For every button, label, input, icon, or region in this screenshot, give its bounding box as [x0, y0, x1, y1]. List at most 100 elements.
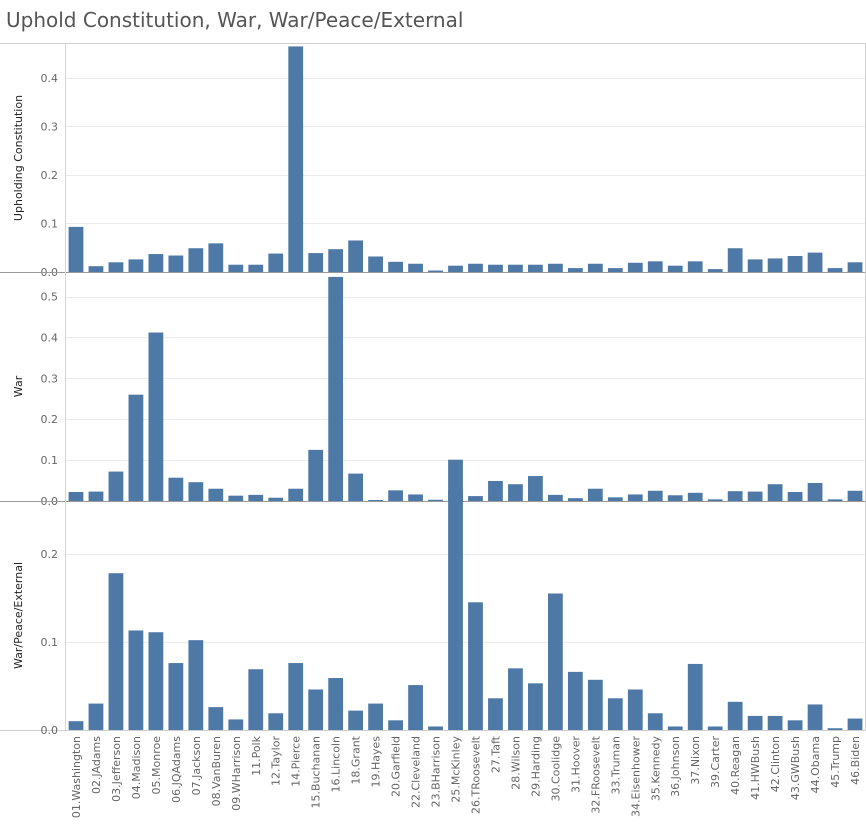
- x-tick-label: 37.Nixon: [689, 736, 702, 785]
- bar-3-07.Jackson: [188, 640, 204, 730]
- bar-3-44.Obama: [807, 704, 823, 730]
- bar-2-18.Grant: [348, 473, 364, 501]
- bar-2-11.Polk: [248, 494, 264, 501]
- bar-1-42.Clinton: [767, 258, 783, 272]
- bar-1-22.Cleveland: [408, 263, 423, 272]
- bar-1-37.Nixon: [687, 261, 703, 272]
- bar-2-46.Biden: [847, 490, 863, 501]
- y-tick-label: 0.3: [41, 120, 59, 133]
- x-tick-label: 46.Biden: [849, 736, 862, 785]
- y-tick-label: 0.1: [41, 217, 59, 230]
- bar-1-01.Washington: [68, 226, 84, 272]
- bar-1-23.BHarrison: [428, 270, 443, 272]
- x-tick-label: 36.Johnson: [669, 736, 682, 797]
- bar-2-34.Eisenhower: [627, 494, 643, 501]
- x-tick-label: 12.Taylor: [270, 736, 283, 786]
- bar-3-35.Kennedy: [647, 713, 663, 730]
- x-tick-label: 29.Harding: [529, 736, 542, 797]
- x-tick-label: 42.Clinton: [769, 736, 782, 792]
- bar-1-31.Hoover: [567, 268, 583, 272]
- x-tick-label: 25.McKinley: [450, 736, 463, 803]
- bar-2-37.Nixon: [687, 492, 703, 501]
- bar-2-41.HWBush: [747, 491, 763, 501]
- bar-2-07.Jackson: [188, 482, 204, 501]
- x-tick-label: 01.Washington: [70, 736, 83, 818]
- bar-3-40.Reagan: [727, 701, 743, 730]
- bar-2-35.Kennedy: [647, 490, 663, 501]
- bar-1-43.GWBush: [787, 255, 803, 272]
- bar-2-36.Johnson: [667, 495, 683, 501]
- x-tick-label: 20.Garfield: [390, 736, 403, 797]
- bar-3-32.FRoosevelt: [587, 679, 603, 730]
- bar-3-33.Truman: [607, 698, 623, 730]
- x-tick-label: 15.Buchanan: [310, 736, 323, 808]
- x-tick-label: 41.HWBush: [749, 736, 762, 800]
- bar-1-15.Buchanan: [308, 253, 324, 272]
- chart-title: Uphold Constitution, War, War/Peace/Exte…: [6, 8, 464, 32]
- x-tick-label: 18.Grant: [350, 735, 363, 784]
- bar-3-28.Wilson: [508, 668, 523, 730]
- bar-3-34.Eisenhower: [627, 689, 643, 730]
- x-tick-label: 28.Wilson: [509, 736, 522, 790]
- bar-1-04.Madison: [128, 259, 144, 272]
- bar-2-08.VanBuren: [208, 488, 224, 501]
- bar-2-39.Carter: [707, 499, 723, 501]
- bar-1-11.Polk: [248, 264, 264, 272]
- x-tick-label: 30.Coolidge: [549, 736, 562, 802]
- x-tick-label: 31.Hoover: [569, 736, 582, 794]
- bar-3-15.Buchanan: [308, 689, 324, 730]
- x-tick-label: 27.Taft: [489, 735, 502, 773]
- y-tick-label: 0.3: [41, 372, 59, 385]
- bar-2-43.GWBush: [787, 492, 803, 501]
- bar-2-33.Truman: [607, 497, 623, 501]
- bar-3-16.Lincoln: [328, 678, 344, 730]
- bar-3-20.Garfield: [388, 720, 403, 730]
- bar-1-16.Lincoln: [328, 249, 344, 272]
- bar-1-14.Pierce: [288, 46, 304, 273]
- bar-2-03.Jefferson: [108, 471, 124, 501]
- bar-2-23.BHarrison: [428, 499, 443, 501]
- bar-1-26.TRoosevelt: [468, 263, 483, 272]
- bar-3-36.Johnson: [667, 726, 683, 730]
- bar-2-29.Harding: [528, 476, 543, 501]
- bar-3-23.BHarrison: [428, 726, 443, 730]
- x-tick-label: 34.Eisenhower: [629, 736, 642, 817]
- x-tick-label: 22.Cleveland: [410, 736, 423, 808]
- bar-2-04.Madison: [128, 394, 144, 501]
- bar-3-06.JQAdams: [168, 663, 184, 730]
- x-tick-label: 19.Hayes: [370, 736, 383, 788]
- x-tick-label: 02.JAdams: [90, 736, 103, 794]
- bar-3-18.Grant: [348, 710, 364, 730]
- bar-2-42.Clinton: [767, 484, 783, 501]
- bar-2-30.Coolidge: [548, 494, 563, 501]
- bar-1-39.Carter: [707, 269, 723, 272]
- y-tick-label: 0.4: [41, 72, 59, 85]
- bar-3-43.GWBush: [787, 720, 803, 730]
- bar-1-33.Truman: [607, 268, 623, 272]
- bar-3-37.Nixon: [687, 663, 703, 730]
- bar-1-08.VanBuren: [208, 243, 224, 272]
- bar-3-11.Polk: [248, 669, 264, 730]
- bar-1-32.FRoosevelt: [587, 263, 603, 272]
- bar-3-39.Carter: [707, 726, 723, 730]
- bar-1-36.Johnson: [667, 265, 683, 272]
- x-tick-label: 14.Pierce: [290, 736, 303, 787]
- bar-1-06.JQAdams: [168, 255, 184, 272]
- bar-3-22.Cleveland: [408, 685, 423, 730]
- x-tick-label: 23.BHarrison: [430, 736, 443, 807]
- bar-1-03.Jefferson: [108, 262, 124, 272]
- y-tick-label: 0.5: [41, 291, 59, 304]
- bar-2-15.Buchanan: [308, 449, 324, 501]
- panel-3: 0.0 0.1 0.2 War/Peace/External: [12, 490, 865, 737]
- x-tick-label: 09.WHarrison: [230, 736, 243, 811]
- bar-1-19.Hayes: [368, 256, 383, 272]
- bar-1-35.Kennedy: [647, 261, 663, 272]
- bar-3-05.Monroe: [148, 632, 164, 730]
- y-tick-label: 0.0: [41, 724, 59, 737]
- bar-2-06.JQAdams: [168, 477, 184, 501]
- x-tick-label: 26.TRoosevelt: [469, 735, 482, 814]
- bar-1-41.HWBush: [747, 259, 763, 272]
- bar-2-27.Taft: [488, 480, 503, 501]
